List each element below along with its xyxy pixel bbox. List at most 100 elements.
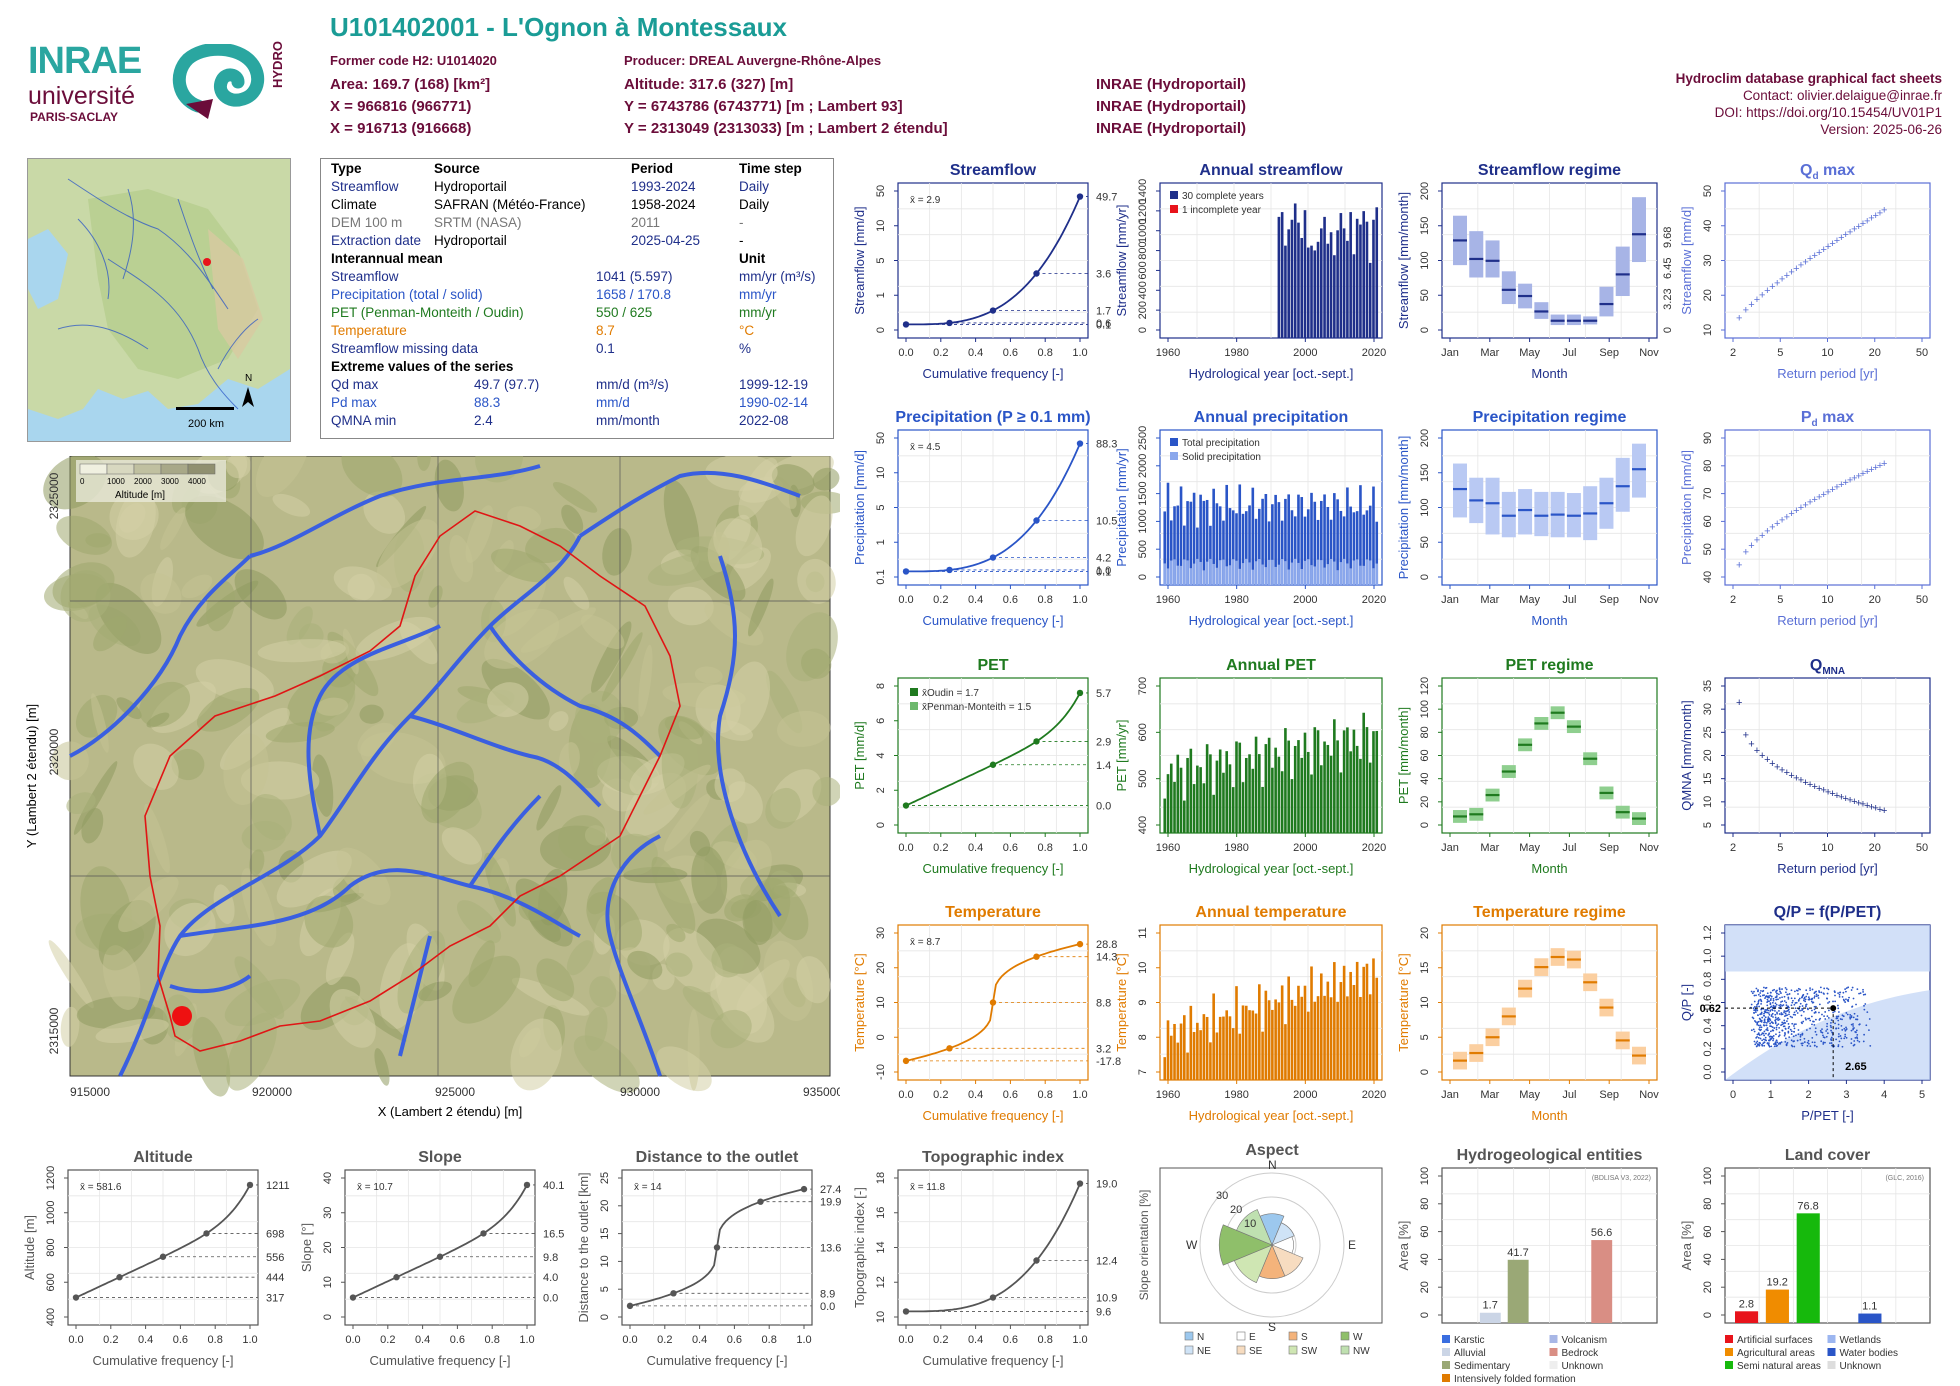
scatter-point [1797, 1000, 1800, 1002]
terrain-patch [456, 900, 502, 944]
annual-bar [1316, 519, 1320, 585]
scatter-point [1785, 988, 1788, 991]
river [398, 935, 432, 1057]
x-tick-label: 0.6 [1003, 1334, 1018, 1346]
annual-bar [1359, 996, 1362, 1080]
legend-label: SW [1301, 1346, 1318, 1357]
scatter-point [1759, 1042, 1762, 1045]
solid-bar [1336, 570, 1339, 585]
x-tick-label: May [1519, 1089, 1540, 1101]
scatter-point [1764, 1036, 1767, 1039]
x-tick-label: 0.0 [898, 842, 913, 854]
solid-bar [1359, 565, 1362, 585]
scatter-point [1764, 1016, 1767, 1019]
scatter-point [1801, 1022, 1803, 1025]
right-tick-label: 9.68 [1662, 227, 1674, 248]
solid-bar [1280, 559, 1284, 585]
scatter-point [1856, 1015, 1859, 1017]
scatter-point [1858, 992, 1860, 995]
terrain-patch [748, 578, 774, 637]
annual-bar [1186, 757, 1189, 833]
bar-value-label: 41.7 [1507, 1247, 1528, 1259]
annual-bar [1313, 501, 1317, 585]
annual-bar [1342, 516, 1346, 585]
scatter-point [1769, 1006, 1772, 1009]
legend-swatch [1288, 1345, 1298, 1355]
source-1: INRAE (Hydroportail) [1096, 76, 1246, 93]
legend-label: Artificial surfaces [1737, 1335, 1813, 1346]
scatter-point [1763, 1030, 1766, 1033]
legend-label: Intensively folded formation [1454, 1374, 1576, 1385]
annual-bar [1274, 494, 1277, 585]
terrain-patch [484, 608, 560, 669]
y-axis-label: Slope orientation [%] [1137, 1190, 1151, 1301]
x-tick-label: 0.0 [898, 1334, 913, 1346]
scatter-point [1772, 1037, 1775, 1040]
scatter-point [1780, 992, 1782, 994]
scatter-point [1809, 1027, 1811, 1030]
y-axis-label: Topographic index [-] [852, 1187, 867, 1308]
scatter-point [1849, 1017, 1852, 1020]
scatter-point [1764, 987, 1767, 989]
category-bar [1735, 1311, 1759, 1323]
scatter-point [1837, 1007, 1840, 1010]
scatter-point [1776, 992, 1778, 995]
scatter-point [1779, 1005, 1782, 1008]
scatter-point [1826, 1022, 1829, 1025]
scatter-point [1824, 1011, 1827, 1013]
y-tick-label: 20 [875, 962, 887, 974]
annual-bar [1176, 505, 1180, 585]
legend-swatch [1442, 1348, 1450, 1356]
y-axis-label: Area [%] [1679, 1221, 1694, 1271]
annual-bar [1218, 506, 1222, 585]
y-tick-label: 800 [45, 1238, 57, 1256]
x-tick-label: 2000 [1293, 347, 1317, 359]
y-tick-label: 1 [875, 539, 887, 545]
solid-bar [1218, 560, 1222, 585]
scatter-point [1775, 1026, 1778, 1029]
scatter-point [1766, 998, 1769, 1001]
quantile-label: 0.1 [1096, 566, 1111, 578]
scatter-point [1759, 1024, 1762, 1027]
return-point: + [1774, 518, 1780, 530]
solid-bar [1375, 563, 1379, 585]
annual-bar [1284, 498, 1287, 585]
scatter-point [1775, 1039, 1778, 1042]
annual-bar [1202, 1014, 1206, 1080]
y-tick-label: 90 [1702, 432, 1714, 444]
annual-bar [1166, 482, 1170, 585]
title-rest: max [1818, 409, 1855, 426]
north-arrow-icon [242, 387, 254, 407]
annual-bar [1359, 485, 1362, 585]
y-tick-label: 100 [1419, 700, 1431, 718]
solid-bar [1163, 563, 1167, 585]
x-tick-label: Mar [1480, 594, 1499, 606]
x-tick-label: 0.0 [68, 1334, 83, 1346]
annual-bar [1271, 1009, 1274, 1080]
y-tick-label: 2000 [1137, 454, 1149, 478]
y-axis-label: PET [mm/yr] [1114, 720, 1129, 792]
scatter-point [1858, 1023, 1861, 1026]
bar-value-label: 1.1 [1862, 1301, 1877, 1313]
annual-bar [1329, 232, 1333, 338]
outlet-marker [172, 1006, 192, 1026]
annual-bar [1231, 787, 1235, 833]
legend-swatch [1184, 1331, 1194, 1341]
scatter-point [1833, 1045, 1836, 1048]
annual-bar [1333, 719, 1336, 833]
right-tick-label: 3.23 [1662, 288, 1674, 309]
x-tick-label: 0.0 [622, 1334, 637, 1346]
terrain-patch [234, 569, 287, 620]
solid-bar [1342, 558, 1346, 585]
return-point: + [1807, 253, 1813, 265]
y-tick-label: 16 [875, 1207, 887, 1219]
terrain-patch [548, 711, 569, 731]
solid-bar [1166, 568, 1170, 585]
quantile-label: 19.9 [820, 1197, 841, 1209]
x-axis-label: Cumulative frequency [-] [923, 613, 1064, 628]
scatter-point [1803, 996, 1806, 999]
chart-title: Pd max [1801, 409, 1854, 429]
x-tick-label: 0.6 [450, 1334, 465, 1346]
mean-label: x̄ = 10.7 [357, 1182, 393, 1193]
annual-bar [1244, 1005, 1248, 1080]
